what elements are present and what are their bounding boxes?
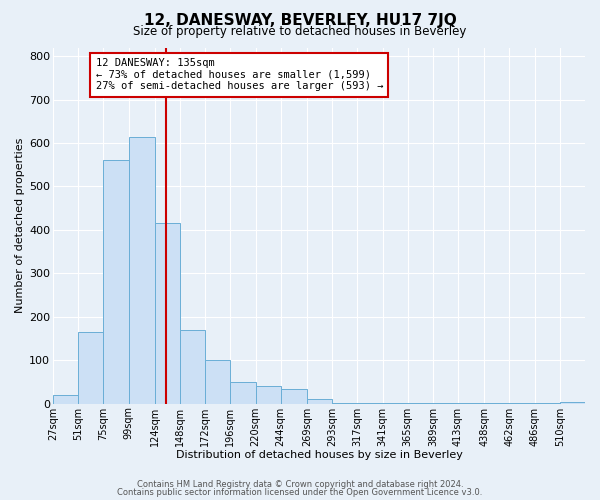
Bar xyxy=(560,402,585,404)
Text: 12, DANESWAY, BEVERLEY, HU17 7JQ: 12, DANESWAY, BEVERLEY, HU17 7JQ xyxy=(143,12,457,28)
Text: Contains HM Land Registry data © Crown copyright and database right 2024.: Contains HM Land Registry data © Crown c… xyxy=(137,480,463,489)
Text: 12 DANESWAY: 135sqm
← 73% of detached houses are smaller (1,599)
27% of semi-det: 12 DANESWAY: 135sqm ← 73% of detached ho… xyxy=(95,58,383,92)
Bar xyxy=(509,403,535,404)
Bar xyxy=(407,403,433,404)
Text: Size of property relative to detached houses in Beverley: Size of property relative to detached ho… xyxy=(133,25,467,38)
Bar xyxy=(180,330,205,404)
Bar xyxy=(433,403,458,404)
Bar xyxy=(383,403,407,404)
Bar xyxy=(256,386,281,404)
Bar xyxy=(155,224,180,404)
Bar xyxy=(205,360,230,404)
Bar xyxy=(358,403,383,404)
Bar xyxy=(332,403,358,404)
Y-axis label: Number of detached properties: Number of detached properties xyxy=(15,138,25,314)
Bar xyxy=(103,160,128,404)
Bar xyxy=(307,400,332,404)
Bar xyxy=(484,403,509,404)
Bar xyxy=(281,390,307,404)
Bar xyxy=(53,395,78,404)
X-axis label: Distribution of detached houses by size in Beverley: Distribution of detached houses by size … xyxy=(176,450,463,460)
Text: Contains public sector information licensed under the Open Government Licence v3: Contains public sector information licen… xyxy=(118,488,482,497)
Bar xyxy=(230,382,256,404)
Bar xyxy=(535,403,560,404)
Bar xyxy=(458,403,484,404)
Bar xyxy=(78,332,103,404)
Bar xyxy=(128,136,155,404)
